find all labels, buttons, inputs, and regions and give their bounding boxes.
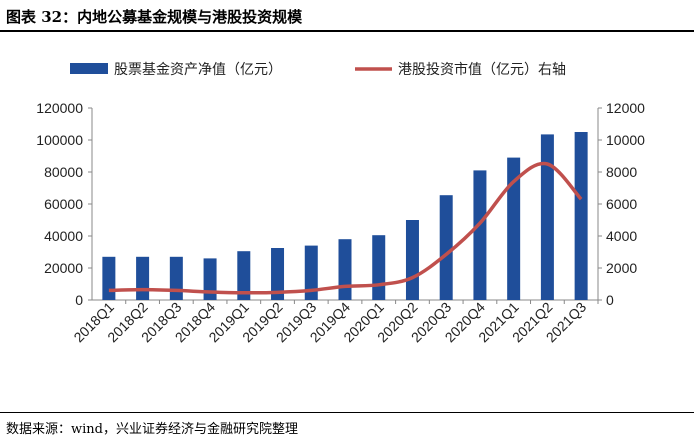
plot-area: 0 20000 40000 60000 80000 100000 120000 0 2000 40… xyxy=(36,100,645,345)
bar xyxy=(237,251,251,300)
bar xyxy=(102,256,116,300)
y-right-tick-label: 8000 xyxy=(606,164,637,180)
y-right-tick-label: 6000 xyxy=(606,196,637,212)
bar xyxy=(304,245,318,300)
bar xyxy=(540,134,554,300)
bar xyxy=(203,258,217,300)
bar xyxy=(136,256,150,300)
line-series-hk-holdings xyxy=(108,161,583,295)
footer-rule xyxy=(0,412,694,413)
legend-line-label: 港股投资市值（亿元）右轴 xyxy=(398,61,566,78)
bar xyxy=(473,170,487,300)
title-rule xyxy=(0,30,694,32)
y-left-tick-label: 60000 xyxy=(44,196,83,212)
bar xyxy=(372,235,386,300)
legend: 股票基金资产净值（亿元） 港股投资市值（亿元）右轴 xyxy=(70,61,566,78)
bar xyxy=(574,132,588,300)
y-right-tick-label: 4000 xyxy=(606,228,637,244)
source-note: 数据来源：wind，兴业证券经济与金融研究院整理 xyxy=(6,422,298,437)
y-left-tick-label: 40000 xyxy=(44,228,83,244)
legend-bar-swatch xyxy=(70,63,108,74)
y-right-tick-label: 0 xyxy=(606,292,614,308)
bar xyxy=(271,248,285,300)
title-bar: 图表 32：内地公募基金规模与港股投资规模 xyxy=(0,0,694,30)
page-title: 图表 32：内地公募基金规模与港股投资规模 xyxy=(6,8,303,26)
bar xyxy=(338,239,352,300)
y-left-tick-label: 20000 xyxy=(44,260,83,276)
bar xyxy=(169,256,183,300)
chart: 股票基金资产净值（亿元） 港股投资市值（亿元）右轴 02000040000600… xyxy=(36,61,645,345)
y-left-tick-label: 80000 xyxy=(44,164,83,180)
y-right-tick-label: 2000 xyxy=(606,260,637,276)
legend-bar-label: 股票基金资产净值（亿元） xyxy=(114,61,282,78)
y-right-tick-label: 12000 xyxy=(606,100,645,116)
y-left-tick-label: 100000 xyxy=(36,132,83,148)
y-left-tick-label: 120000 xyxy=(36,100,83,116)
bar xyxy=(507,157,521,300)
y-right-tick-label: 10000 xyxy=(606,132,645,148)
y-left-tick-label: 0 xyxy=(75,292,83,308)
bar xyxy=(405,220,419,300)
bar xyxy=(439,195,453,300)
